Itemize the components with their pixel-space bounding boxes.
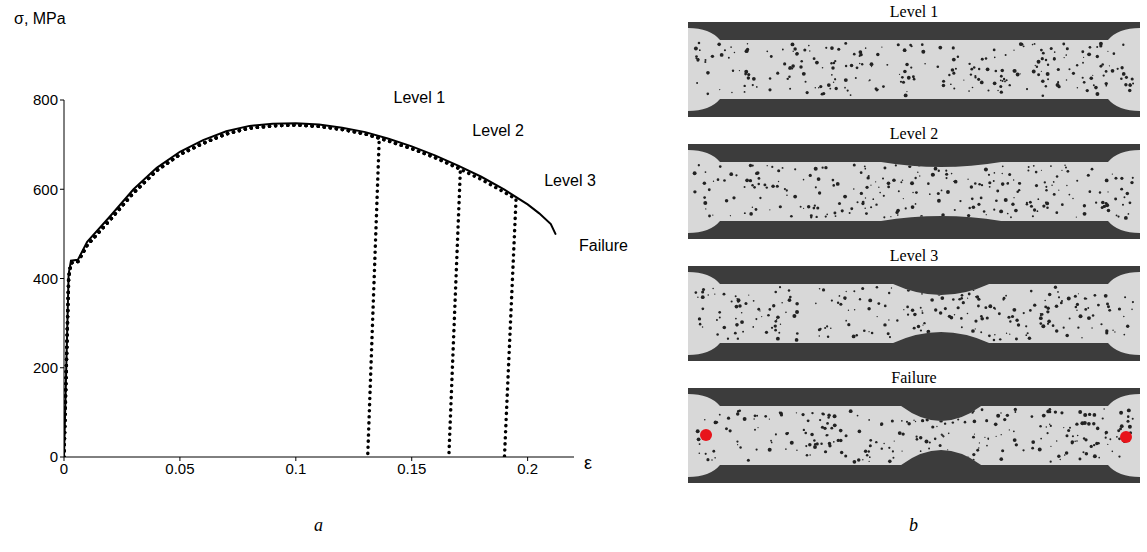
svg-text:0.05: 0.05 [165,460,194,477]
html-text:Level 3: Level 3 [889,247,939,264]
svg-text:0.15: 0.15 [397,460,426,477]
svg-text:400: 400 [33,270,58,287]
html-text:ε: ε [584,453,592,473]
svg-text:0.2: 0.2 [517,460,538,477]
svg-text:Level 3: Level 3 [544,172,596,189]
svg-text:0: 0 [60,460,68,477]
svg-text:0.1: 0.1 [285,460,306,477]
html-text:a: a [314,515,323,535]
svg-text:Failure: Failure [579,237,628,254]
svg-text:800: 800 [33,91,58,108]
html-text:σ, MPa: σ, MPa [14,10,66,27]
html-text:Level 1: Level 1 [889,3,939,20]
svg-text:200: 200 [33,359,58,376]
html-text:Level 2: Level 2 [889,125,939,142]
svg-text:Level 2: Level 2 [472,122,524,139]
html-text:b: b [909,515,918,535]
svg-text:0: 0 [50,448,58,465]
html-text:Failure: Failure [891,369,937,386]
svg-text:600: 600 [33,181,58,198]
svg-text:Level 1: Level 1 [394,89,446,106]
